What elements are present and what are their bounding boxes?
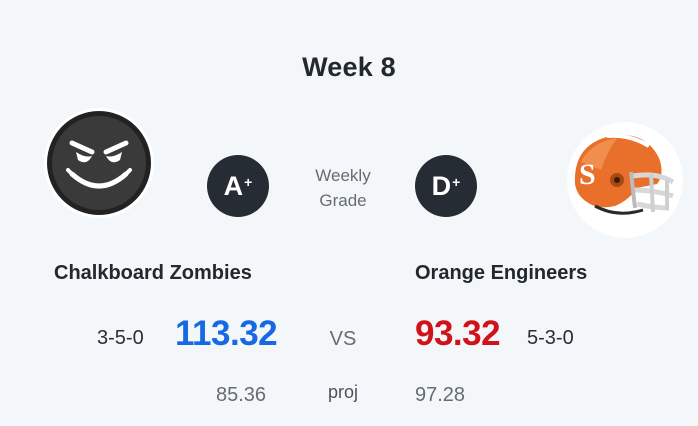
home-grade-modifier: + — [244, 174, 253, 190]
home-team-avatar[interactable] — [42, 106, 156, 220]
home-team-record: 3-5-0 — [97, 327, 144, 349]
home-team-name[interactable]: Chalkboard Zombies — [54, 262, 252, 284]
projected-label: proj — [327, 382, 358, 402]
away-team-name[interactable]: Orange Engineers — [415, 262, 588, 284]
evil-smiley-icon — [44, 108, 154, 218]
away-team-record: 5-3-0 — [527, 327, 574, 349]
away-team-avatar[interactable]: S — [567, 122, 683, 238]
weekly-grade-line2: Grade — [319, 191, 367, 210]
away-grade-letter: D — [431, 170, 452, 201]
away-projected-score: 97.28 — [415, 384, 466, 406]
weekly-grade-line1: Weekly — [315, 166, 371, 185]
home-grade-badge: A + — [207, 155, 269, 217]
away-grade-modifier: + — [452, 174, 461, 190]
home-team-score: 113.32 — [175, 314, 278, 353]
weekly-grade-label: Weekly Grade — [300, 163, 386, 213]
football-helmet-icon: S — [567, 122, 683, 238]
svg-text:S: S — [579, 158, 596, 191]
home-projected-score: 85.36 — [216, 384, 267, 406]
away-team-score: 93.32 — [415, 314, 501, 353]
away-grade-badge: D + — [415, 155, 477, 217]
home-grade-letter: A — [223, 170, 244, 201]
week-title: Week 8 — [302, 52, 396, 82]
vs-label: VS — [329, 328, 357, 350]
